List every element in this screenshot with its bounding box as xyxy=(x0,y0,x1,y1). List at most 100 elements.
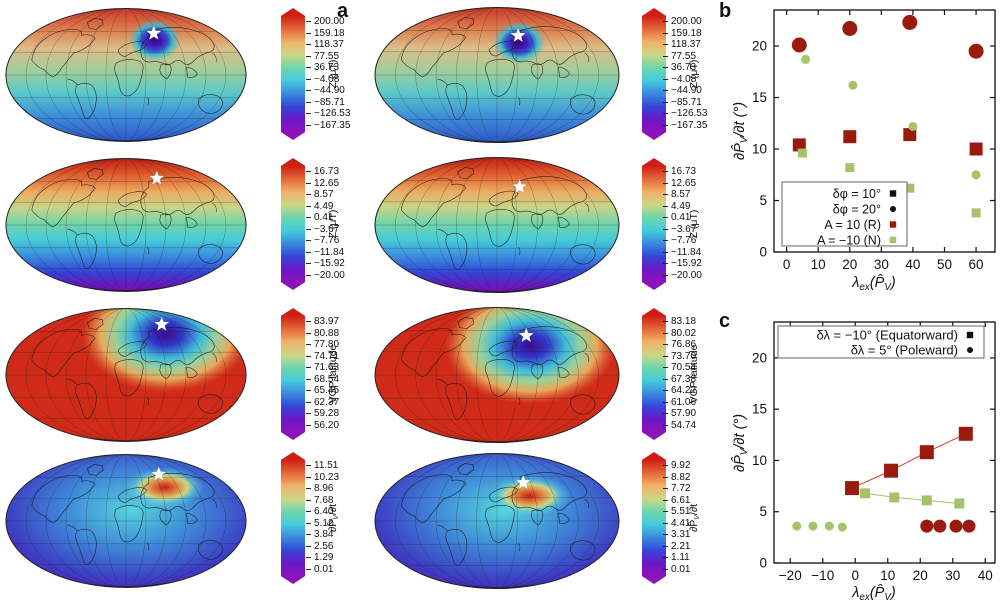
colorbar-tick: 6.61 xyxy=(663,495,721,506)
data-point xyxy=(842,21,858,36)
data-point xyxy=(824,521,834,531)
colorbar-tick: −126.53 xyxy=(306,109,364,119)
colorbar-tick: 12.65 xyxy=(663,178,721,189)
y-tick-label: 0 xyxy=(759,556,767,571)
colorbar-tick: 7.68 xyxy=(306,495,364,506)
data-point xyxy=(933,519,947,533)
data-point xyxy=(808,521,818,531)
y-tick-label: 15 xyxy=(752,402,767,417)
x-tick-label: 40 xyxy=(978,568,993,583)
mollweide-map xyxy=(2,450,250,592)
colorbar-tick: 59.28 xyxy=(306,409,364,419)
data-point xyxy=(884,463,898,478)
data-point xyxy=(920,519,934,533)
colorbar-tick: 16.73 xyxy=(663,167,721,177)
colorbar-tick: 12.65 xyxy=(306,178,364,189)
colorbar-ticks: 16.73 12.65 8.57 4.49 0.41 −3.67 −7.76 −11.84 −1… xyxy=(663,167,721,281)
colorbar-tick: 36.73 xyxy=(663,63,721,73)
legend-marker xyxy=(967,347,973,353)
y-axis-label: ∂P̂V/∂t (°) xyxy=(732,101,750,161)
panel-b-label: b xyxy=(719,0,732,22)
mollweide-map xyxy=(2,304,250,446)
data-point xyxy=(889,492,900,503)
x-tick-label: 20 xyxy=(842,257,857,272)
x-tick-label: 0 xyxy=(851,568,859,583)
mollweide-map xyxy=(2,154,250,296)
colorbar-tick: 118.37 xyxy=(663,40,721,50)
series-line xyxy=(851,433,967,489)
data-point xyxy=(971,170,981,180)
colorbar-tick: 8.82 xyxy=(663,472,721,483)
y-tick-label: 10 xyxy=(752,142,767,157)
colorbar xyxy=(642,158,666,290)
graticule xyxy=(5,308,247,442)
colorbar-tick: −7.76 xyxy=(306,236,364,246)
colorbar-tick: 74.71 xyxy=(306,351,364,362)
data-point xyxy=(845,481,859,496)
data-point xyxy=(848,80,858,90)
colorbar-axis-label: VGP latitude xyxy=(327,344,339,404)
colorbar-tick: 64.22 xyxy=(663,386,721,396)
colorbar-tick: 200.00 xyxy=(663,17,721,27)
colorbar-ticks: 9.92 8.82 7.72 6.61 5.51 4.41 3.31 2.21 1.11 0.01 xyxy=(663,461,721,575)
panel-a-label: a xyxy=(337,0,349,22)
colorbar-tick: 77.80 xyxy=(306,340,364,350)
field-anomaly xyxy=(81,308,247,392)
site-star-marker xyxy=(150,465,167,482)
colorbar xyxy=(642,308,666,440)
colorbar-tick: −167.35 xyxy=(663,120,721,131)
x-tick-label: 60 xyxy=(969,257,984,272)
x-tick-label: 10 xyxy=(811,257,826,272)
site-star-marker xyxy=(145,24,162,41)
colorbar-tick: 67.38 xyxy=(663,374,721,385)
data-point xyxy=(903,128,917,142)
y-tick-label: 5 xyxy=(759,193,767,208)
mollweide-map xyxy=(2,4,250,146)
world-map-svg xyxy=(5,308,247,442)
mollweide-map xyxy=(371,4,623,146)
data-point xyxy=(843,130,857,144)
world-map-svg xyxy=(5,158,247,292)
colorbar-tick: 70.54 xyxy=(663,363,721,373)
colorbar-tick: 54.74 xyxy=(663,420,721,431)
site-star-marker xyxy=(153,315,170,332)
colorbar-tick: −4.08 xyxy=(306,74,364,85)
legend-label: δφ = 20° xyxy=(833,203,881,217)
y-tick-label: 10 xyxy=(752,453,767,468)
panel-c-chart: −20 −10 0 10 20 30 40 0 5 10 15 20 δλ = −10° (Equato… xyxy=(752,321,996,583)
colorbar-tick: 0.01 xyxy=(306,564,364,575)
colorbar-tick: −44.90 xyxy=(663,86,721,96)
data-point xyxy=(801,54,811,64)
x-tick-label: 30 xyxy=(945,568,960,583)
legend-label: A = −10 (N) xyxy=(817,234,881,248)
panel-c-label: c xyxy=(719,310,731,332)
series-line xyxy=(864,492,960,504)
colorbar-tick: −7.76 xyxy=(663,236,721,246)
colorbar-tick: −15.92 xyxy=(663,259,721,269)
data-point xyxy=(949,519,963,533)
field-anomaly xyxy=(128,19,181,62)
x-tick-label: 10 xyxy=(880,568,895,583)
colorbar-ticks: 83.97 80.88 77.80 74.71 71.63 68.54 65.45 62.37… xyxy=(306,317,364,431)
data-point xyxy=(860,488,870,499)
y-tick-label: 20 xyxy=(752,39,767,54)
mollweide-map xyxy=(371,304,623,446)
data-point xyxy=(962,519,976,533)
colorbar-ticks: 11.51 10.23 8.96 7.68 6.40 5.12 3.84 2.56 1.29 0.… xyxy=(306,461,364,575)
colorbar xyxy=(281,158,305,290)
colorbar-tick: 11.51 xyxy=(306,461,364,471)
colorbar-tick: 77.55 xyxy=(663,51,721,62)
colorbar xyxy=(281,8,305,140)
graticule xyxy=(375,453,619,589)
colorbar-tick: 62.37 xyxy=(306,397,364,408)
colorbar-tick: 6.40 xyxy=(306,507,364,517)
legend-label: δλ = −10° (Equatorward) xyxy=(816,328,958,343)
world-map-svg xyxy=(5,454,247,588)
colorbar-tick: 1.11 xyxy=(663,553,721,563)
colorbar-tick: 0.01 xyxy=(663,564,721,575)
data-point xyxy=(908,121,918,131)
mollweide-map xyxy=(371,450,623,592)
x-axis-label: λex(P̂V) xyxy=(852,275,896,293)
colorbar-tick: 0.41 xyxy=(663,213,721,223)
